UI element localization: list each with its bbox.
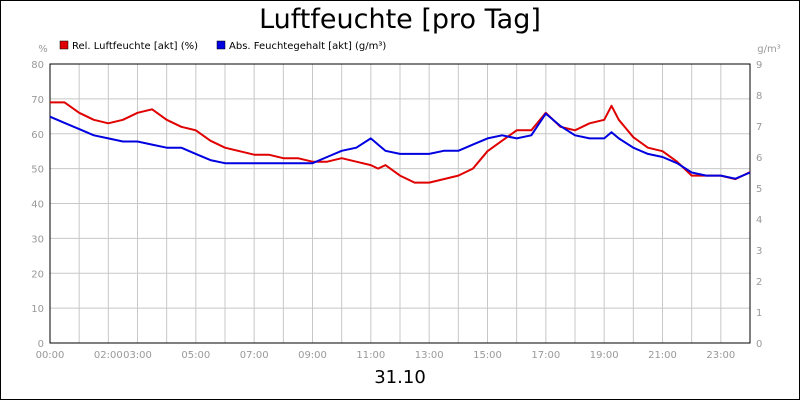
x-tick-label: 07:00 — [240, 350, 269, 361]
x-tick-label: 05:00 — [181, 350, 210, 361]
y-left-tick-label: 40 — [31, 200, 44, 211]
y-right-tick-label: 9 — [756, 60, 762, 71]
x-tick-label: 13:00 — [415, 350, 444, 361]
y-left-tick-label: 0 — [38, 339, 44, 350]
y-left-tick-label: 60 — [31, 130, 44, 141]
y-right-tick-label: 7 — [756, 122, 762, 133]
legend-label: Rel. Luftfeuchte [akt] (%) — [72, 41, 198, 52]
y-left-tick-label: 80 — [31, 60, 44, 71]
y-right-tick-label: 2 — [756, 277, 762, 288]
x-tick-label: 23:00 — [706, 350, 735, 361]
x-tick-label: 19:00 — [590, 350, 619, 361]
y-right-tick-label: 5 — [756, 184, 762, 195]
x-tick-label: 11:00 — [356, 350, 385, 361]
legend-swatch — [216, 40, 226, 50]
legend-swatch — [59, 40, 69, 50]
x-tick-label: 03:00 — [123, 350, 152, 361]
x-axis-date-label: 31.10 — [374, 367, 426, 388]
y-right-tick-label: 3 — [756, 246, 762, 257]
legend-label: Abs. Feuchtegehalt [akt] (g/m³) — [229, 41, 386, 52]
series-line-abs-humidity — [49, 112, 751, 180]
y-left-tick-label: 20 — [31, 269, 44, 280]
x-tick-label: 15:00 — [473, 350, 502, 361]
y-left-tick-label: 50 — [31, 165, 44, 176]
y-right-tick-label: 6 — [756, 153, 762, 164]
x-tick-label: 09:00 — [298, 350, 327, 361]
x-tick-label: 02:00 — [94, 350, 123, 361]
y-left-tick-label: 70 — [31, 95, 44, 106]
y-right-unit-label: g/m³ — [757, 44, 780, 55]
y-left-unit-label: % — [38, 44, 48, 55]
chart-title: Luftfeuchte [pro Tag] — [259, 4, 541, 35]
y-right-tick-label: 1 — [756, 308, 762, 319]
y-left-tick-label: 10 — [31, 304, 44, 315]
y-right-tick-label: 0 — [756, 339, 762, 350]
plot-border — [49, 63, 751, 344]
y-left-tick-label: 30 — [31, 234, 44, 245]
x-tick-label: 21:00 — [648, 350, 677, 361]
x-tick-label: 17:00 — [531, 350, 560, 361]
y-right-tick-label: 4 — [756, 215, 762, 226]
series-line-rel-humidity — [50, 101, 751, 184]
x-tick-label: 00:00 — [36, 350, 65, 361]
y-right-tick-label: 8 — [756, 91, 762, 102]
